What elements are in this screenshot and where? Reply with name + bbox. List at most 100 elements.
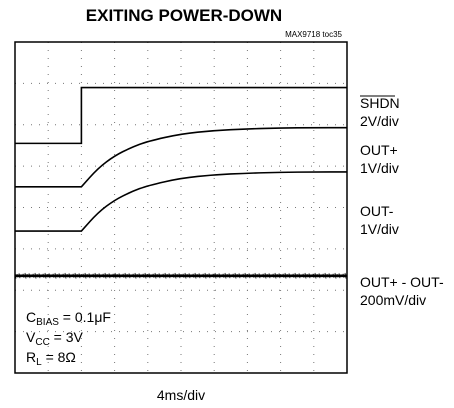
trace-noise-tick	[144, 272, 147, 279]
trace-noise-tick	[296, 274, 299, 278]
trace-noise-tick	[322, 273, 325, 278]
trace-noise-tick	[158, 273, 161, 279]
trace-noise-tick	[320, 274, 323, 278]
trace-noise-tick	[264, 272, 267, 279]
trace-noise-tick	[180, 274, 183, 278]
trace-noise-tick	[60, 274, 63, 278]
trace-noise-tick	[218, 273, 221, 279]
trace-noise-tick	[134, 272, 137, 279]
condition-2: RL = 8Ω	[26, 349, 76, 368]
trace-noise-tick	[62, 273, 65, 278]
trace-noise-tick	[200, 274, 203, 278]
trace-noise-tick	[176, 274, 179, 278]
trace-noise-tick	[274, 272, 277, 279]
trace-noise-tick	[18, 273, 21, 279]
reference-label: MAX9718 toc35	[285, 30, 342, 39]
trace-noise-tick	[246, 274, 249, 278]
trace-noise-tick	[328, 273, 331, 279]
channel-label-3-line-1: 200mV/div	[360, 292, 426, 308]
trace-noise-tick	[272, 273, 275, 278]
channel-label-1-line-1: 1V/div	[360, 160, 399, 176]
trace-noise-tick	[338, 273, 341, 279]
trace-noise-tick	[30, 274, 33, 278]
trace-noise-tick	[152, 273, 155, 278]
trace-noise-tick	[146, 274, 149, 278]
trace-noise-tick	[24, 272, 27, 279]
trace-noise-tick	[40, 274, 43, 278]
trace-shdn	[15, 86, 347, 145]
trace-noise-tick	[104, 272, 107, 279]
trace-noise-tick	[188, 273, 191, 279]
trace-noise-tick	[160, 274, 163, 278]
trace-noise-tick	[194, 272, 197, 279]
trace-noise-tick	[86, 274, 89, 278]
trace-noise-tick	[302, 273, 305, 278]
trace-noise-tick	[82, 273, 85, 278]
trace-noise-tick	[310, 274, 313, 278]
trace-noise-tick	[72, 273, 75, 278]
trace-noise-tick	[140, 274, 143, 278]
trace-noise-tick	[58, 273, 61, 279]
trace-noise-tick	[216, 274, 219, 278]
trace-noise-tick	[256, 274, 259, 278]
trace-noise-tick	[52, 273, 55, 278]
trace-noise-tick	[84, 272, 87, 279]
trace-noise-tick	[308, 273, 311, 279]
trace-noise-tick	[208, 273, 211, 279]
trace-noise-tick	[214, 272, 217, 279]
trace-noise-tick	[164, 272, 167, 279]
trace-group	[14, 86, 347, 279]
trace-noise-tick	[132, 273, 135, 278]
trace-noise-tick	[262, 273, 265, 278]
trace-noise-tick	[220, 274, 223, 278]
trace-noise-tick	[312, 273, 315, 278]
trace-noise-tick	[92, 273, 95, 278]
trace-noise-tick	[130, 274, 133, 278]
trace-noise-tick	[250, 274, 253, 278]
trace-noise-tick	[20, 274, 23, 278]
trace-noise-tick	[76, 274, 79, 278]
trace-noise-tick	[278, 273, 281, 279]
trace-noise-tick	[334, 272, 337, 279]
trace-noise-tick	[206, 274, 209, 278]
trace-noise-tick	[166, 274, 169, 278]
trace-noise-tick	[112, 273, 115, 278]
trace-noise-tick	[284, 272, 287, 279]
trace-noise-tick	[14, 272, 17, 279]
trace-noise-tick	[16, 274, 19, 278]
chart-title: EXITING POWER-DOWN	[86, 6, 282, 25]
trace-noise-tick	[110, 274, 113, 278]
trace-noise-tick	[324, 272, 327, 279]
trace-noise-tick	[316, 274, 319, 278]
trace-noise-tick	[46, 274, 49, 278]
trace-noise-tick	[138, 273, 141, 279]
trace-noise-tick	[178, 273, 181, 279]
trace-noise-tick	[300, 274, 303, 278]
trace-noise-tick	[340, 274, 343, 278]
trace-noise-tick	[258, 273, 261, 279]
trace-noise-tick	[294, 272, 297, 279]
trace-noise-tick	[48, 273, 51, 279]
trace-noise-tick	[228, 273, 231, 279]
channel-labels: SHDN 2V/div OUT+ 1V/div OUT- 1V/div OUT+ - OUT…	[360, 95, 444, 308]
trace-noise-tick	[204, 272, 207, 279]
trace-noise-tick	[108, 273, 111, 279]
trace-noise-tick	[36, 274, 39, 278]
trace-noise-tick	[234, 272, 237, 279]
trace-noise-tick	[280, 274, 283, 278]
trace-noise-tick	[42, 273, 45, 278]
trace-noise-tick	[344, 272, 347, 279]
channel-label-0-line-1: 2V/div	[360, 113, 399, 129]
trace-noise-tick	[70, 274, 73, 278]
trace-noise-tick	[286, 274, 289, 278]
trace-noise-tick	[90, 274, 93, 278]
trace-noise-tick	[78, 273, 81, 279]
trace-noise-tick	[224, 272, 227, 279]
channel-label-0-line-0: SHDN	[360, 95, 400, 111]
trace-noise-tick	[174, 272, 177, 279]
trace-noise-tick	[288, 273, 291, 279]
channel-label-3-line-0: OUT+ - OUT-	[360, 274, 444, 290]
trace-noise-tick	[336, 274, 339, 278]
